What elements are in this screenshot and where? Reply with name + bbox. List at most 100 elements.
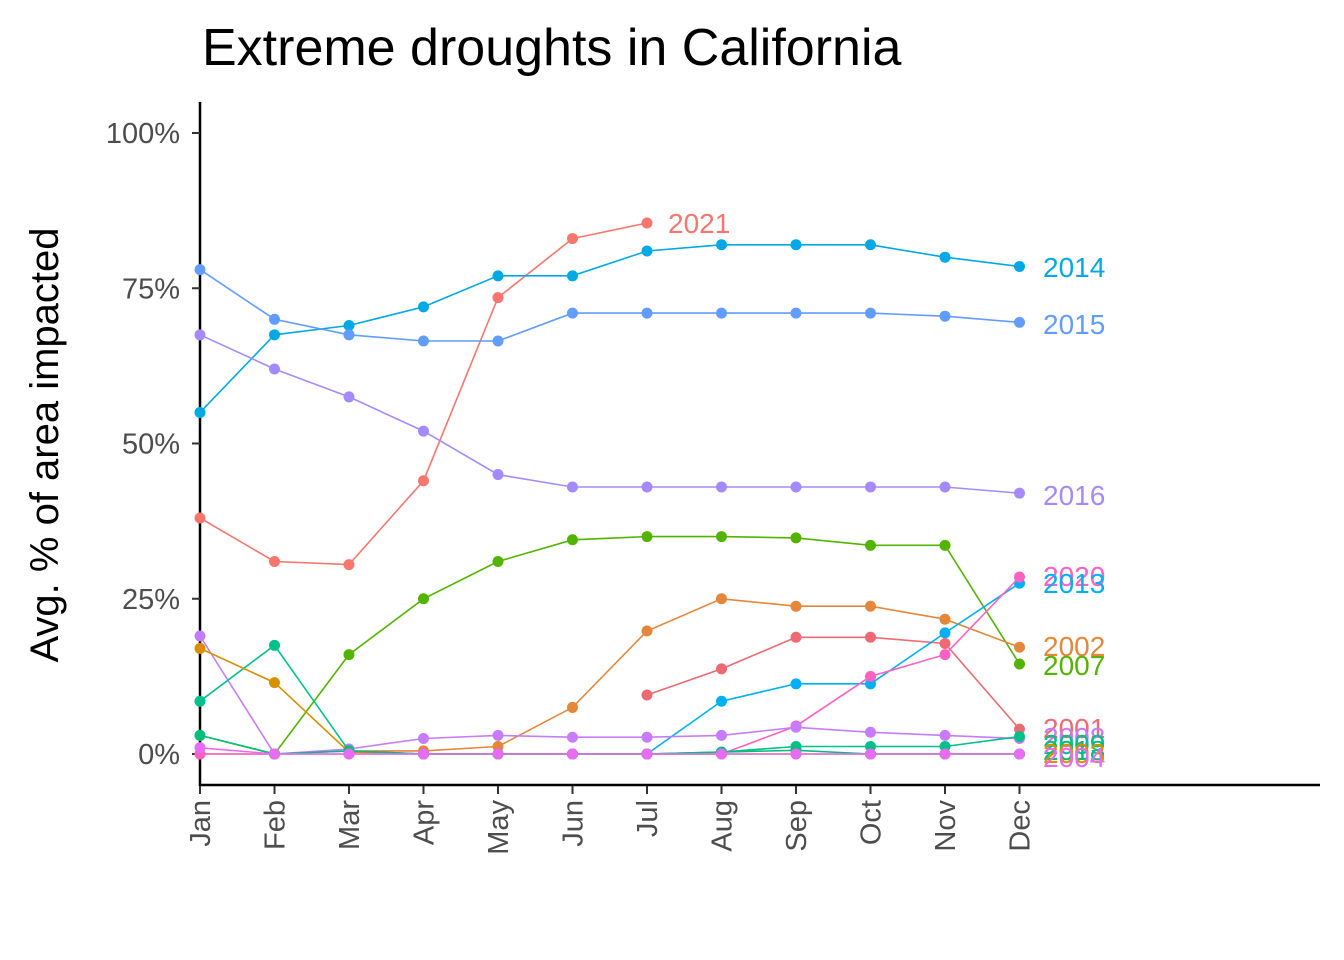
data-point — [716, 481, 727, 493]
x-tick-label: Jan — [185, 800, 217, 847]
y-tick-label: 50% — [122, 429, 180, 461]
series-label-2020: 2020 — [1043, 561, 1105, 592]
data-point — [641, 481, 653, 493]
data-point — [939, 637, 951, 649]
x-tick-label: Dec — [1005, 800, 1037, 852]
data-point — [343, 320, 355, 332]
series-line — [199, 635, 1020, 755]
series-label-2018: 2018 — [1043, 735, 1105, 766]
axes: 0% 25% 50% 75% 100% Jan Feb Mar Apr May Jun Jul Aug S… — [106, 102, 1320, 855]
data-point — [418, 593, 429, 605]
data-point — [492, 748, 504, 760]
y-axis-title: Avg. % of area impacted — [23, 227, 67, 662]
data-point — [790, 631, 802, 643]
data-point — [939, 613, 951, 625]
series-line — [200, 597, 1020, 755]
data-point — [492, 555, 504, 567]
series-label-2002: 2002 — [1043, 631, 1105, 662]
series-2014 — [194, 239, 1025, 418]
series-label-2014: 2014 — [1043, 252, 1105, 283]
data-point — [194, 264, 206, 276]
data-point — [790, 481, 802, 493]
data-point — [939, 729, 951, 741]
data-point — [790, 600, 802, 612]
data-point — [1014, 316, 1025, 328]
data-point — [492, 335, 504, 347]
data-point — [1014, 571, 1025, 583]
x-tick-label: Nov — [930, 800, 962, 852]
data-point — [194, 512, 206, 524]
series-line — [199, 244, 1020, 413]
series-2009 — [194, 639, 1025, 760]
data-point — [641, 689, 653, 701]
series-line — [199, 268, 1020, 342]
x-tick-label: Jun — [558, 800, 590, 847]
data-point — [269, 748, 280, 760]
data-point — [1014, 487, 1025, 499]
data-point — [567, 481, 578, 493]
data-point — [865, 631, 876, 643]
data-point — [716, 748, 727, 760]
series-2003 — [194, 642, 1025, 760]
data-point — [716, 593, 727, 605]
data-point — [939, 481, 951, 493]
data-point — [790, 239, 802, 251]
data-point — [790, 678, 802, 690]
data-point — [194, 642, 206, 654]
data-point — [641, 245, 653, 257]
data-point — [641, 531, 653, 543]
x-tick-label: Jul — [632, 800, 664, 837]
data-point — [790, 307, 802, 319]
data-point — [716, 307, 727, 319]
data-point — [865, 748, 876, 760]
data-point — [343, 559, 355, 571]
series-2021 — [194, 217, 653, 571]
series-line — [646, 582, 1020, 755]
data-point — [790, 748, 802, 760]
series-line — [199, 734, 1020, 755]
x-tick-label: Feb — [260, 800, 292, 850]
data-point — [567, 270, 578, 282]
x-tick-label: May — [483, 800, 515, 855]
series-line — [199, 535, 1021, 755]
y-tick-label: 100% — [106, 118, 180, 150]
data-point — [865, 481, 876, 493]
chart-title: Extreme droughts in California — [202, 19, 902, 77]
series-label-2004: 2004 — [1043, 742, 1105, 773]
data-point — [418, 301, 429, 313]
x-tick-label: Mar — [334, 800, 366, 850]
series-2020 — [194, 571, 1025, 760]
data-point — [1014, 261, 1025, 273]
series-2015 — [194, 264, 1025, 347]
series-line — [199, 647, 1020, 755]
data-point — [641, 307, 653, 319]
data-point — [716, 695, 727, 707]
x-tick-label: Oct — [856, 800, 888, 845]
data-point — [567, 233, 578, 245]
data-point — [343, 391, 355, 403]
series-layer — [194, 217, 1025, 760]
series-2016 — [194, 329, 1025, 499]
series-label-2015: 2015 — [1043, 309, 1105, 340]
data-point — [716, 531, 727, 543]
data-point — [716, 729, 727, 741]
data-point — [567, 307, 578, 319]
data-point — [194, 695, 206, 707]
data-point — [194, 630, 206, 642]
data-point — [194, 729, 206, 741]
data-point — [567, 748, 578, 760]
data-point — [269, 555, 280, 567]
data-point — [939, 251, 951, 263]
data-point — [418, 475, 429, 487]
series-label-2013: 2013 — [1043, 568, 1105, 599]
series-2008 — [194, 630, 1025, 760]
series-line — [199, 222, 648, 566]
data-point — [343, 649, 355, 661]
series-line — [646, 636, 1021, 730]
series-label-2016: 2016 — [1043, 480, 1105, 511]
data-point — [567, 701, 578, 713]
data-point — [269, 329, 280, 341]
data-point — [269, 677, 280, 689]
